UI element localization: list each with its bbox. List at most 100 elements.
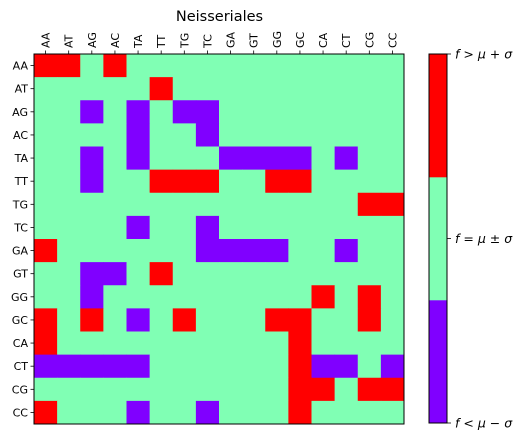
x-tick-label: CA <box>317 32 330 48</box>
heatmap-cell-GC-AA <box>34 308 58 332</box>
heatmap-cell-TC-CA <box>311 215 336 240</box>
heatmap-cell-AT-GG <box>265 77 289 101</box>
heatmap-cell-AG-CG <box>357 100 382 124</box>
heatmap-cell-GA-AT <box>57 239 81 263</box>
heatmap-cell-CT-TT <box>149 354 174 379</box>
x-tick-label: AA <box>40 32 53 48</box>
heatmap-cell-GC-GG <box>265 308 289 332</box>
x-tick-label: GG <box>271 31 284 48</box>
heatmap-cell-CA-AA <box>34 331 58 356</box>
x-tick-label: CC <box>386 32 399 48</box>
heatmap-cell-AC-GG <box>265 123 289 147</box>
y-tick-label: AT <box>15 83 29 96</box>
y-tick-label: GG <box>11 291 28 304</box>
heatmap-cell-CA-GG <box>265 331 289 356</box>
heatmap-cell-TT-GT <box>242 169 266 194</box>
heatmap-cell-TG-AT <box>57 192 81 217</box>
x-tick-label: CG <box>363 32 376 48</box>
heatmap-cell-CT-CT <box>334 354 359 379</box>
heatmap-cell-CC-CT <box>334 400 359 425</box>
heatmap-cell-CA-TG <box>172 331 197 356</box>
heatmap-cell-TA-GC <box>288 146 312 171</box>
heatmap-cell-GG-CA <box>311 285 336 309</box>
heatmap-cell-CC-GC <box>288 400 312 425</box>
heatmap-cell-AA-GC <box>288 54 312 78</box>
heatmap-cell-AT-TT <box>149 77 174 101</box>
heatmap-cell-TG-TC <box>195 192 220 217</box>
heatmap-cell-CA-AC <box>103 331 127 356</box>
heatmap-cell-AG-TG <box>172 100 197 124</box>
heatmap-cell-AA-AG <box>80 54 104 78</box>
chart-title: Neisseriales <box>176 9 263 25</box>
heatmap-cell-CT-TG <box>172 354 197 379</box>
heatmap-cell-TT-CA <box>311 169 336 194</box>
heatmap-cell-CG-AA <box>34 377 58 402</box>
heatmap-cell-GG-GC <box>288 285 312 309</box>
heatmap-cell-AA-CA <box>311 54 336 78</box>
colorbar: f < μ − σ f = μ ± σ f > μ + σ <box>428 47 513 431</box>
y-tick-label: CT <box>14 360 29 373</box>
heatmap-cell-TT-TC <box>195 169 220 194</box>
heatmap-cell-AT-CT <box>334 77 359 101</box>
heatmap-cell-GC-TC <box>195 308 220 332</box>
heatmap-cell-TT-CG <box>357 169 382 194</box>
heatmap-cell-CG-AC <box>103 377 127 402</box>
heatmap-cell-TA-AA <box>34 146 58 171</box>
heatmap-cell-CC-TT <box>149 400 174 425</box>
heatmap-cell-AT-TA <box>126 77 151 101</box>
x-tick-label: TT <box>155 34 168 49</box>
heatmap-cell-TT-TT <box>149 169 174 194</box>
x-tick-label: AG <box>86 32 99 48</box>
heatmap-cell-GA-CT <box>334 239 359 263</box>
heatmap-cell-GT-GC <box>288 262 312 286</box>
heatmap-cell-TT-CC <box>380 169 405 194</box>
heatmap-cell-AC-AT <box>57 123 81 147</box>
y-tick-label: TC <box>13 221 28 234</box>
heatmap-cell-AA-GT <box>242 54 266 78</box>
heatmap-cell-TT-AA <box>34 169 58 194</box>
x-tick-label: TC <box>201 34 214 49</box>
heatmap-cell-GT-AG <box>80 262 104 286</box>
heatmap-cell-CC-CA <box>311 400 336 425</box>
y-tick-label: CA <box>13 337 29 350</box>
heatmap-cell-CC-CC <box>380 400 405 425</box>
x-tick-label: TG <box>178 33 191 49</box>
heatmap-cell-AG-GC <box>288 100 312 124</box>
heatmap-cell-TG-TG <box>172 192 197 217</box>
heatmap-cell-AG-TT <box>149 100 174 124</box>
heatmap-cell-GG-CG <box>357 285 382 309</box>
y-tick-label: CG <box>12 383 28 396</box>
heatmap-cell-AA-GG <box>265 54 289 78</box>
heatmap-cell-GA-AC <box>103 239 127 263</box>
heatmap-cell-GC-TG <box>172 308 197 332</box>
heatmap-cell-TC-CC <box>380 215 405 240</box>
y-tick-label: AC <box>13 129 28 142</box>
heatmap-cell-GA-GC <box>288 239 312 263</box>
heatmap-cell-GA-GT <box>242 239 266 263</box>
heatmap-cell-CC-AA <box>34 400 58 425</box>
heatmap-cell-CA-TA <box>126 331 151 356</box>
heatmap-cell-AC-AC <box>103 123 127 147</box>
heatmap-cell-CA-CA <box>311 331 336 356</box>
heatmap-cell-TC-CG <box>357 215 382 240</box>
heatmap-cell-TG-AG <box>80 192 104 217</box>
heatmap-cell-CT-GC <box>288 354 312 379</box>
heatmap-cell-CT-CA <box>311 354 336 379</box>
heatmap-cell-GC-AT <box>57 308 81 332</box>
heatmap-cell-TA-CA <box>311 146 336 171</box>
x-tick-label: AC <box>109 33 122 48</box>
heatmap-cell-TC-GG <box>265 215 289 240</box>
heatmap-cell-AG-TA <box>126 100 151 124</box>
heatmap-cell-CT-AG <box>80 354 104 379</box>
heatmap-cell-AA-AC <box>103 54 127 78</box>
heatmap-cell-TG-TA <box>126 192 151 217</box>
heatmap-cell-GG-GG <box>265 285 289 309</box>
heatmap-cell-AC-TG <box>172 123 197 147</box>
heatmap-cell-AT-CG <box>357 77 382 101</box>
heatmap-cell-TG-GA <box>219 192 243 217</box>
heatmap-cell-TG-GC <box>288 192 312 217</box>
heatmap-cell-GC-CT <box>334 308 359 332</box>
heatmap-cell-GT-GG <box>265 262 289 286</box>
x-tick-label: AT <box>63 34 76 48</box>
